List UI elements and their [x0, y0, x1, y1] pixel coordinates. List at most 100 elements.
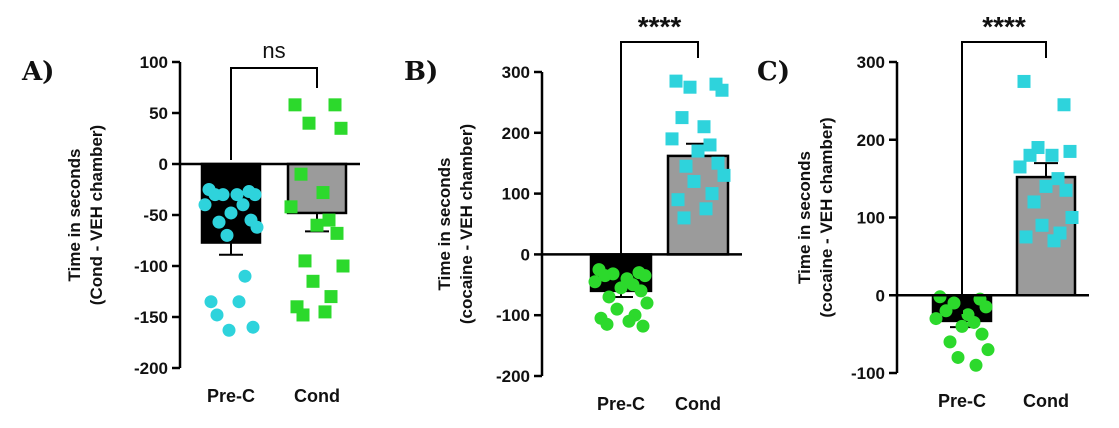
data-point: [222, 323, 236, 337]
data-point: [284, 200, 298, 214]
significance-label: ns: [262, 38, 285, 63]
y-tick-label: 200: [502, 124, 530, 143]
data-point: [602, 290, 616, 304]
data-point: [677, 211, 691, 225]
data-point: [1027, 195, 1041, 209]
data-point: [933, 290, 947, 304]
data-point: [306, 274, 320, 288]
data-point: [1065, 211, 1079, 224]
data-point: [638, 269, 652, 283]
data-point: [298, 254, 312, 268]
y-axis-label-line2: (cocaine - VEH chamber): [457, 124, 476, 324]
data-point: [697, 120, 711, 134]
data-point: [328, 98, 342, 112]
significance-bracket: [620, 41, 699, 274]
y-tick-label: -50: [143, 206, 168, 225]
data-point: [210, 308, 224, 322]
data-point: [1023, 148, 1037, 162]
data-point: [1013, 160, 1027, 174]
data-point: [224, 206, 238, 220]
data-point: [324, 290, 338, 304]
y-axis-label-line1: Time in seconds: [65, 149, 84, 282]
data-point: [336, 259, 350, 273]
data-point: [955, 319, 969, 333]
data-point: [951, 350, 965, 364]
data-point: [703, 138, 717, 152]
y-tick-label: 0: [521, 245, 530, 264]
data-point: [1045, 148, 1059, 162]
data-point: [705, 187, 719, 201]
panel-letter: A): [21, 57, 54, 87]
data-point: [665, 132, 679, 146]
x-category-label: Cond: [1023, 391, 1069, 411]
data-point: [316, 186, 330, 200]
y-tick-label: -200: [496, 367, 530, 386]
significance-bracket: [230, 67, 318, 160]
data-point: [671, 193, 685, 207]
y-tick-label: -100: [496, 306, 530, 325]
y-tick-label: 100: [140, 53, 168, 72]
data-point: [717, 168, 731, 182]
data-point: [610, 302, 624, 316]
y-axis-label: Time in seconds (cocaine - VEH chamber): [435, 124, 476, 324]
data-point: [969, 358, 983, 372]
data-point: [232, 295, 246, 309]
data-point: [588, 275, 602, 289]
y-tick-label: -100: [134, 257, 168, 276]
panel-3: C) Time in seconds (cocaine - VEH chamber)…: [757, 11, 1089, 411]
y-axis-label: Time in seconds (Cond - VEH chamber): [65, 125, 106, 305]
data-point: [622, 314, 636, 328]
significance-label: ****: [982, 11, 1026, 42]
y-tick-label: 300: [502, 63, 530, 82]
data-point: [634, 284, 648, 298]
data-point: [310, 218, 324, 232]
y-axis-label-line1: Time in seconds: [795, 151, 814, 284]
data-point: [691, 144, 705, 158]
data-point: [711, 156, 725, 170]
data-point: [248, 188, 262, 202]
data-point: [600, 317, 614, 331]
y-axis-label-line2: (cocaine - VEH chamber): [817, 117, 836, 317]
x-category-label: Cond: [294, 386, 340, 406]
data-point: [220, 228, 234, 242]
data-point: [1059, 183, 1073, 197]
x-category-label: Pre-C: [597, 394, 645, 414]
x-category-label: Cond: [675, 394, 721, 414]
significance-bracket: [961, 41, 1047, 314]
data-point: [715, 83, 729, 97]
data-point: [679, 159, 693, 173]
y-tick-label: 100: [857, 209, 885, 228]
y-tick-label: 0: [876, 286, 885, 305]
data-point: [975, 327, 989, 341]
data-point: [943, 335, 957, 349]
panel-letter: C): [757, 57, 790, 87]
y-tick-label: 300: [857, 53, 885, 72]
data-point: [198, 198, 212, 212]
y-axis-label-line2: (Cond - VEH chamber): [87, 125, 106, 305]
data-point: [246, 320, 260, 334]
y-tick-label: -200: [134, 359, 168, 378]
data-point: [1039, 179, 1053, 193]
data-point: [208, 188, 222, 202]
data-point: [302, 116, 316, 130]
y-tick-label: -100: [851, 364, 885, 383]
data-point: [334, 121, 348, 135]
x-category-label: Pre-C: [938, 391, 986, 411]
data-point: [318, 305, 332, 319]
data-point: [683, 80, 697, 94]
y-axis-label-line1: Time in seconds: [435, 158, 454, 291]
data-point: [1017, 74, 1031, 88]
data-point: [1019, 230, 1033, 244]
data-point: [981, 343, 995, 357]
y-tick-label: 0: [159, 155, 168, 174]
data-point: [614, 281, 628, 295]
data-point: [330, 226, 344, 240]
data-point: [250, 220, 264, 234]
data-point: [669, 74, 683, 88]
data-point: [1035, 218, 1049, 232]
data-point: [967, 315, 981, 329]
data-point: [236, 198, 250, 212]
data-point: [1063, 144, 1077, 158]
x-category-label: Pre-C: [207, 386, 255, 406]
